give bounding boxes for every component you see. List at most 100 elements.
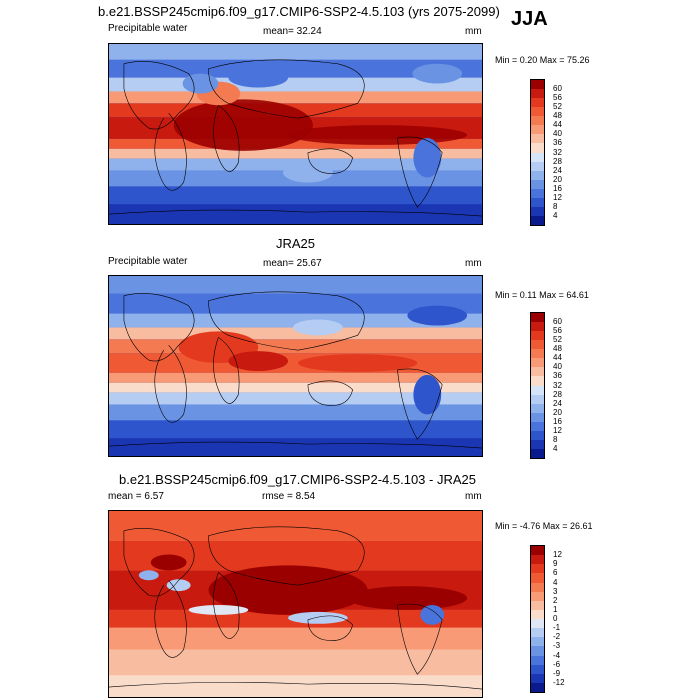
colorbar-swatch [531, 591, 544, 601]
colorbar-swatch [531, 125, 544, 135]
colorbar-tick-label: 44 [553, 120, 562, 130]
panel2-mean: mean= 25.67 [263, 258, 322, 269]
colorbar-tick-label: 36 [553, 371, 562, 381]
colorbar-tick-label: 8 [553, 201, 558, 211]
panel2-var-label: Precipitable water [108, 256, 188, 267]
colorbar-swatch [531, 655, 544, 665]
colorbar-tick-label: 4 [553, 210, 558, 220]
colorbar-tick-label: -4 [553, 650, 561, 660]
colorbar-swatch [531, 197, 544, 207]
season-label: JJA [511, 8, 548, 30]
colorbar-swatch [531, 564, 544, 574]
panel3-header: b.e21.BSSP245cmip6.f09_g17.CMIP6-SSP2-4.… [119, 472, 476, 487]
colorbar-tick-label: 60 [553, 84, 562, 94]
colorbar-swatch [531, 170, 544, 180]
panel3-units: mm [465, 491, 482, 502]
colorbar-tick-label: 3 [553, 586, 558, 596]
colorbar-tick-label: 48 [553, 111, 562, 121]
colorbar-tick-label: 52 [553, 335, 562, 345]
panel2-colorbar [530, 312, 545, 459]
colorbar-swatch [531, 349, 544, 359]
colorbar-tick-label: 60 [553, 317, 562, 327]
colorbar-swatch [531, 421, 544, 431]
colorbar-tick-label: 12 [553, 192, 562, 202]
colorbar-tick-label: 20 [553, 407, 562, 417]
panel3-mean: mean = 6.57 [108, 491, 164, 502]
colorbar-swatch [531, 385, 544, 395]
colorbar-swatch [531, 80, 544, 90]
colorbar-tick-label: 20 [553, 174, 562, 184]
colorbar-tick-label: 40 [553, 362, 562, 372]
panel1-map [108, 43, 483, 225]
colorbar-swatch [531, 107, 544, 117]
colorbar-swatch [531, 143, 544, 153]
panel2-map [108, 275, 483, 457]
colorbar-tick-label: 56 [553, 93, 562, 103]
colorbar-swatch [531, 439, 544, 449]
colorbar-tick-label: 1 [553, 604, 558, 614]
panel2-header: JRA25 [276, 236, 316, 251]
panel1-units: mm [465, 26, 482, 37]
panel1-mean: mean= 32.24 [263, 26, 322, 37]
colorbar-tick-label: 12 [553, 550, 562, 560]
colorbar-swatch [531, 403, 544, 413]
colorbar-tick-label: -3 [553, 641, 561, 651]
colorbar-swatch [531, 313, 544, 323]
colorbar-swatch [531, 367, 544, 377]
panel1-colorbar [530, 79, 545, 226]
colorbar-tick-label: 9 [553, 559, 558, 569]
colorbar-swatch [531, 637, 544, 647]
colorbar-tick-label: 2 [553, 595, 558, 605]
colorbar-tick-label: 12 [553, 425, 562, 435]
colorbar-swatch [531, 98, 544, 108]
colorbar-tick-label: 56 [553, 326, 562, 336]
colorbar-tick-label: -6 [553, 659, 561, 669]
panel1-minmax: Min = 0.20 Max = 75.26 [495, 55, 590, 65]
colorbar-tick-label: 6 [553, 568, 558, 578]
colorbar-tick-label: 52 [553, 102, 562, 112]
colorbar-tick-label: 0 [553, 614, 558, 623]
colorbar-swatch [531, 331, 544, 341]
colorbar-tick-label: 4 [553, 443, 558, 453]
colorbar-tick-label: 48 [553, 344, 562, 354]
colorbar-tick-label: 36 [553, 138, 562, 148]
colorbar-swatch [531, 179, 544, 189]
colorbar-swatch [531, 546, 544, 556]
colorbar-tick-label: 28 [553, 156, 562, 166]
colorbar-tick-label: 16 [553, 416, 562, 426]
colorbar-swatch [531, 134, 544, 144]
panel3-rmse: rmse = 8.54 [262, 491, 316, 502]
colorbar-swatch [531, 412, 544, 422]
colorbar-swatch [531, 322, 544, 332]
colorbar-swatch [531, 609, 544, 619]
colorbar-swatch [531, 448, 544, 458]
colorbar-swatch [531, 340, 544, 350]
colorbar-swatch [531, 600, 544, 610]
colorbar-swatch [531, 555, 544, 565]
colorbar-tick-label: 24 [553, 398, 562, 408]
colorbar-swatch [531, 573, 544, 583]
colorbar-tick-label: 32 [553, 380, 562, 390]
colorbar-tick-label: 28 [553, 389, 562, 399]
colorbar-swatch [531, 430, 544, 440]
colorbar-tick-label: 8 [553, 434, 558, 444]
panel3-minmax: Min = -4.76 Max = 26.61 [495, 521, 593, 531]
colorbar-swatch [531, 673, 544, 683]
colorbar-swatch [531, 619, 544, 629]
colorbar-swatch [531, 628, 544, 638]
panel3-map [108, 510, 483, 698]
colorbar-swatch [531, 206, 544, 216]
colorbar-swatch [531, 394, 544, 404]
panel2-units: mm [465, 258, 482, 269]
colorbar-tick-label: 44 [553, 353, 562, 363]
panel1-var-label: Precipitable water [108, 23, 188, 34]
colorbar-swatch [531, 152, 544, 162]
colorbar-swatch [531, 664, 544, 674]
colorbar-swatch [531, 582, 544, 592]
colorbar-swatch [531, 89, 544, 99]
colorbar-swatch [531, 358, 544, 368]
colorbar-tick-label: 40 [553, 129, 562, 139]
panel1-header: b.e21.BSSP245cmip6.f09_g17.CMIP6-SSP2-4.… [98, 4, 500, 19]
colorbar-tick-label: 16 [553, 183, 562, 193]
colorbar-swatch [531, 161, 544, 171]
